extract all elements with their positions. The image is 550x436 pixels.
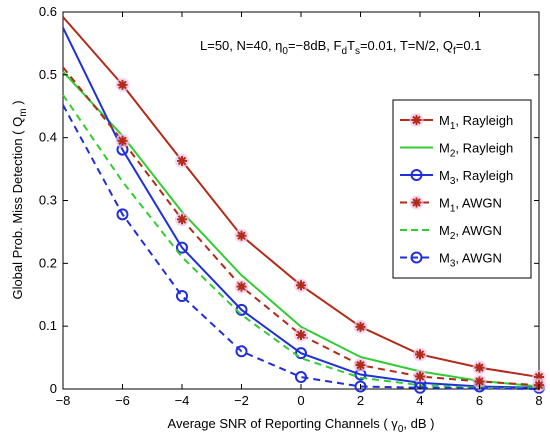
legend-item: M2, AWGN bbox=[400, 223, 502, 242]
data-point-circle bbox=[295, 371, 307, 384]
data-point-asterisk bbox=[472, 374, 487, 389]
y-tick-label: 0.6 bbox=[39, 4, 57, 19]
data-point-asterisk bbox=[294, 327, 308, 342]
series-line bbox=[62, 71, 540, 388]
data-point-asterisk bbox=[115, 77, 130, 92]
x-tick-label: −2 bbox=[234, 393, 249, 408]
data-point-asterisk bbox=[234, 228, 249, 243]
data-point-circle bbox=[176, 241, 188, 254]
legend-item: M3, Rayleigh bbox=[400, 168, 513, 187]
series-line bbox=[62, 104, 540, 390]
data-point-asterisk bbox=[353, 319, 368, 334]
series-line bbox=[62, 94, 540, 390]
y-tick-label: 0.4 bbox=[39, 130, 57, 145]
data-point-circle bbox=[414, 381, 426, 394]
x-tick-label: 4 bbox=[416, 393, 423, 408]
series-1 bbox=[62, 16, 546, 385]
data-point-asterisk bbox=[175, 212, 189, 227]
legend-label: M1, AWGN bbox=[439, 196, 502, 215]
x-tick-label: 0 bbox=[297, 393, 304, 408]
series-6 bbox=[62, 104, 540, 394]
data-point-circle bbox=[410, 251, 423, 264]
data-point-asterisk bbox=[409, 113, 424, 127]
y-tick-label: 0 bbox=[50, 381, 57, 396]
data-point-circle bbox=[295, 347, 307, 360]
series-2 bbox=[62, 71, 540, 388]
data-point-asterisk bbox=[353, 358, 368, 373]
x-tick-label: −6 bbox=[115, 393, 130, 408]
data-point-asterisk bbox=[413, 347, 427, 362]
data-point-asterisk bbox=[413, 369, 427, 384]
legend-box bbox=[392, 99, 532, 279]
ticks-layer: −8 −6 −4 −2 0 2 4 6 8 0 0.1 0.2 0.3 0.4 0.5 0.6 bbox=[39, 4, 543, 408]
data-point-asterisk bbox=[472, 360, 487, 375]
data-point-circle bbox=[354, 380, 367, 393]
legend: M1, Rayleigh M2, Rayleigh M3, Rayleigh M1, … bbox=[392, 99, 532, 279]
legend-item: M1, Rayleigh bbox=[400, 113, 513, 132]
x-tick-label: −8 bbox=[56, 393, 71, 408]
series-5 bbox=[62, 94, 540, 390]
x-tick-label: 2 bbox=[357, 393, 364, 408]
y-tick-label: 0.1 bbox=[39, 318, 57, 333]
x-tick-label: 6 bbox=[476, 393, 483, 408]
x-axis-label: Average SNR of Reporting Channels ( γ0, … bbox=[168, 416, 435, 435]
x-tick-label: −4 bbox=[175, 393, 190, 408]
data-point-circle bbox=[176, 290, 188, 303]
legend-label: M2, Rayleigh bbox=[439, 141, 513, 160]
data-point-circle bbox=[235, 345, 248, 358]
data-point-asterisk bbox=[294, 278, 308, 293]
y-tick-label: 0.2 bbox=[39, 255, 57, 270]
x-tick-label: 8 bbox=[535, 393, 542, 408]
data-point-asterisk bbox=[115, 133, 130, 148]
data-point-asterisk bbox=[234, 279, 249, 294]
data-point-asterisk bbox=[175, 153, 189, 168]
y-axis-label: Global Prob. Miss Detection ( Qm ) bbox=[10, 100, 29, 299]
data-point-circle bbox=[410, 169, 423, 181]
legend-label: M1, Rayleigh bbox=[439, 113, 513, 132]
legend-label: M3, AWGN bbox=[439, 251, 502, 270]
legend-item: M1, AWGN bbox=[400, 195, 502, 215]
parameter-annotation: L=50, N=40, η0=−8dB, FdTs=0.01, T=N/2, Q… bbox=[200, 38, 481, 57]
legend-label: M2, AWGN bbox=[439, 223, 502, 242]
y-tick-label: 0.5 bbox=[39, 67, 57, 82]
legend-item: M2, Rayleigh bbox=[400, 141, 513, 160]
data-point-asterisk bbox=[409, 195, 424, 210]
legend-item: M3, AWGN bbox=[400, 251, 502, 270]
data-point-circle bbox=[116, 208, 129, 221]
y-tick-label: 0.3 bbox=[39, 193, 57, 208]
legend-label: M3, Rayleigh bbox=[439, 168, 513, 187]
series-line bbox=[62, 27, 540, 389]
